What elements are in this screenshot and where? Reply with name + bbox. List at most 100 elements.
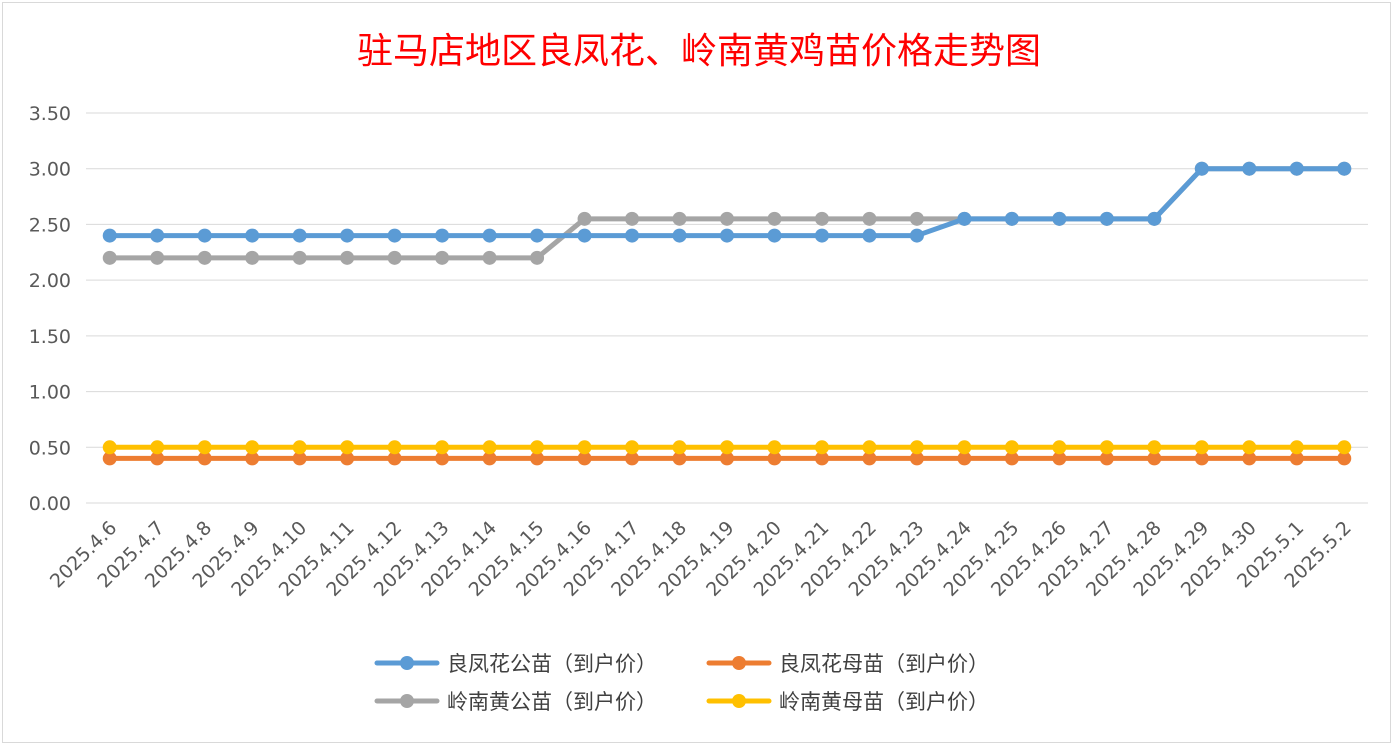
data-point bbox=[720, 440, 734, 455]
data-point bbox=[292, 228, 307, 243]
y-tick-label: 0.00 bbox=[29, 493, 71, 515]
data-point bbox=[1289, 161, 1304, 176]
x-axis-ticks: 2025.4.62025.4.72025.4.82025.4.92025.4.1… bbox=[46, 517, 1356, 601]
data-point bbox=[814, 228, 829, 243]
data-point bbox=[150, 250, 165, 265]
data-point bbox=[720, 211, 734, 226]
y-tick-label: 2.50 bbox=[29, 214, 71, 236]
legend-swatch-marker bbox=[400, 656, 414, 670]
y-axis-ticks: 0.00 0.50 1.00 1.50 2.00 2.50 3.00 3.50 bbox=[29, 103, 71, 515]
data-point bbox=[197, 440, 212, 455]
data-point bbox=[102, 250, 117, 265]
data-point bbox=[245, 451, 260, 466]
legend-label: 良凤花公苗（到户价） bbox=[447, 652, 657, 676]
data-point bbox=[720, 451, 734, 466]
legend-item: 岭南黄公苗（到户价） bbox=[374, 690, 657, 714]
data-point bbox=[577, 211, 592, 226]
y-tick-label: 1.50 bbox=[29, 326, 71, 348]
data-point bbox=[1099, 451, 1114, 466]
data-point bbox=[1147, 440, 1162, 455]
data-point bbox=[150, 228, 165, 243]
data-point bbox=[197, 228, 212, 243]
y-tick-label: 3.00 bbox=[29, 159, 71, 181]
data-point bbox=[767, 228, 782, 243]
data-point bbox=[197, 250, 212, 265]
data-point bbox=[814, 211, 829, 226]
y-tick-label: 2.00 bbox=[29, 270, 71, 292]
series-lines bbox=[102, 161, 1352, 466]
y-tick-label: 0.50 bbox=[29, 437, 71, 459]
y-tick-label: 1.00 bbox=[29, 382, 71, 404]
data-point bbox=[530, 451, 545, 466]
data-point bbox=[1242, 440, 1257, 455]
series-4 bbox=[102, 440, 1352, 455]
data-point bbox=[197, 451, 212, 466]
legend-label: 良凤花母苗（到户价） bbox=[779, 652, 989, 676]
data-point bbox=[150, 440, 165, 455]
data-point bbox=[862, 440, 877, 455]
data-point bbox=[1147, 451, 1162, 466]
data-point bbox=[814, 451, 829, 466]
data-point bbox=[1004, 440, 1019, 455]
data-point bbox=[814, 440, 829, 455]
data-point bbox=[1194, 161, 1209, 176]
data-point bbox=[577, 451, 592, 466]
series-3 bbox=[102, 161, 1352, 265]
data-point bbox=[387, 250, 402, 265]
data-point bbox=[1052, 451, 1067, 466]
data-point bbox=[672, 440, 687, 455]
data-point bbox=[292, 440, 307, 455]
data-point bbox=[435, 228, 450, 243]
legend-label: 岭南黄母苗（到户价） bbox=[779, 690, 989, 714]
legend-swatch-marker bbox=[400, 694, 414, 708]
data-point bbox=[482, 451, 497, 466]
legend-item: 良凤花公苗（到户价） bbox=[374, 652, 657, 676]
data-point bbox=[1289, 451, 1304, 466]
data-point bbox=[1004, 451, 1019, 466]
data-point bbox=[767, 440, 782, 455]
data-point bbox=[957, 211, 972, 226]
data-point bbox=[1099, 211, 1114, 226]
data-point bbox=[530, 250, 545, 265]
data-point bbox=[1194, 451, 1209, 466]
data-point bbox=[1242, 451, 1257, 466]
data-point bbox=[530, 440, 545, 455]
y-tick-label: 3.50 bbox=[29, 103, 71, 125]
legend-item: 岭南黄母苗（到户价） bbox=[706, 690, 989, 714]
data-point bbox=[1099, 440, 1114, 455]
data-point bbox=[482, 440, 497, 455]
data-point bbox=[387, 228, 402, 243]
data-point bbox=[862, 228, 877, 243]
data-point bbox=[625, 211, 640, 226]
data-point bbox=[720, 228, 734, 243]
data-point bbox=[767, 451, 782, 466]
data-point bbox=[1194, 440, 1209, 455]
data-point bbox=[245, 228, 260, 243]
legend: 良凤花公苗（到户价） 良凤花母苗（到户价） 岭南黄公苗（到户价） 岭南黄母苗（到户价） bbox=[374, 652, 989, 714]
data-point bbox=[292, 250, 307, 265]
series-2 bbox=[102, 451, 1352, 466]
data-point bbox=[102, 440, 117, 455]
data-point bbox=[482, 228, 497, 243]
data-point bbox=[1052, 440, 1067, 455]
data-point bbox=[435, 451, 450, 466]
data-point bbox=[435, 440, 450, 455]
data-point bbox=[292, 451, 307, 466]
data-point bbox=[340, 451, 355, 466]
data-point bbox=[387, 440, 402, 455]
data-point bbox=[530, 228, 545, 243]
line-chart: 驻马店地区良凤花、岭南黄鸡苗价格走势图 0.00 0.50 1.00 1.50 2.00… bbox=[29, 31, 1368, 714]
data-point bbox=[340, 250, 355, 265]
data-point bbox=[1337, 440, 1352, 455]
data-point bbox=[102, 451, 117, 466]
data-point bbox=[862, 211, 877, 226]
legend-swatch-marker bbox=[732, 694, 746, 708]
legend-item: 良凤花母苗（到户价） bbox=[706, 652, 989, 676]
data-point bbox=[150, 451, 165, 466]
data-point bbox=[672, 228, 687, 243]
data-point bbox=[245, 250, 260, 265]
data-point bbox=[909, 211, 924, 226]
data-point bbox=[625, 451, 640, 466]
data-point bbox=[625, 228, 640, 243]
